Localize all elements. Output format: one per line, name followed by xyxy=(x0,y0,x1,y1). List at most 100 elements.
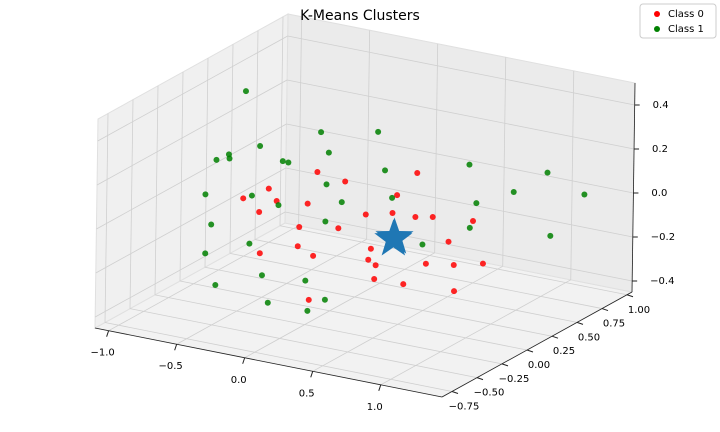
y-tick-label: 0.00 xyxy=(528,360,550,371)
point xyxy=(240,195,247,202)
point xyxy=(256,250,263,257)
point xyxy=(248,192,255,199)
z-tick-label: 0.2 xyxy=(652,144,668,155)
point xyxy=(412,214,419,221)
point xyxy=(581,191,588,198)
point xyxy=(257,143,264,150)
point xyxy=(342,178,349,185)
point xyxy=(419,241,426,248)
grid-line xyxy=(286,79,635,150)
legend-label: Class 1 xyxy=(668,24,704,35)
x-tick xyxy=(378,384,382,391)
point xyxy=(202,191,209,198)
z-tick-label: −0.2 xyxy=(651,232,675,243)
point xyxy=(371,276,378,283)
point xyxy=(547,232,554,239)
grid-line xyxy=(570,70,575,280)
point xyxy=(389,194,396,201)
point xyxy=(510,188,517,195)
x-tick xyxy=(310,371,314,378)
grid-line xyxy=(95,167,286,274)
grid-line xyxy=(179,280,528,351)
point xyxy=(310,252,317,259)
point xyxy=(382,167,389,174)
point xyxy=(362,211,369,218)
grid-line xyxy=(380,279,571,386)
grid-line xyxy=(298,16,303,226)
point xyxy=(296,224,303,231)
legend: Class 0 Class 1 xyxy=(639,3,717,39)
point xyxy=(325,149,332,156)
x-tick-label: 0.5 xyxy=(299,388,315,399)
point xyxy=(213,156,220,163)
y-tick xyxy=(576,321,584,325)
y-tick xyxy=(626,294,634,298)
y-tick xyxy=(501,363,509,367)
y-tick xyxy=(451,390,459,394)
point xyxy=(450,262,457,269)
y-axis-line xyxy=(441,291,633,398)
y-tick xyxy=(551,335,559,339)
point xyxy=(285,159,292,166)
point xyxy=(389,209,396,216)
grid-line xyxy=(176,238,367,345)
grid-line xyxy=(94,211,286,318)
point xyxy=(226,155,233,162)
legend-marker xyxy=(654,26,660,32)
y-tick-label: 1.00 xyxy=(628,305,650,316)
point xyxy=(544,169,551,176)
grid-line xyxy=(129,308,478,379)
point xyxy=(414,170,421,177)
z-tick-label: 0.0 xyxy=(651,188,667,199)
grid-line xyxy=(502,57,507,267)
point xyxy=(372,262,379,269)
z-axis-line xyxy=(631,82,636,293)
point xyxy=(208,221,215,228)
marks xyxy=(202,88,588,314)
y-tick-label: −0.75 xyxy=(449,401,480,412)
point xyxy=(338,199,345,206)
grid xyxy=(94,16,635,392)
point xyxy=(202,250,209,257)
grid-line xyxy=(104,322,453,392)
point xyxy=(264,299,271,306)
point xyxy=(473,200,480,207)
y-tick-label: 0.75 xyxy=(603,319,625,330)
point xyxy=(445,238,452,245)
x-tick-label: −0.5 xyxy=(158,361,182,372)
x-tick xyxy=(174,344,178,351)
point xyxy=(258,272,265,279)
left-pane xyxy=(94,13,289,329)
grid-line xyxy=(279,16,284,226)
point xyxy=(451,288,458,295)
grid-line xyxy=(254,239,603,309)
x-tick-label: 0.0 xyxy=(231,375,247,386)
grid-line xyxy=(154,85,159,295)
grid-line xyxy=(229,44,234,254)
x-tick xyxy=(106,330,110,337)
grid-line xyxy=(244,252,435,359)
z-tick-label: 0.4 xyxy=(653,100,669,111)
point xyxy=(302,277,309,284)
grid-line xyxy=(129,99,134,309)
grid-line xyxy=(97,35,288,142)
y-tick-label: −0.25 xyxy=(499,374,530,385)
x-tick-label: 1.0 xyxy=(367,402,383,413)
point xyxy=(375,128,382,135)
legend-marker xyxy=(654,11,660,17)
point xyxy=(466,224,473,231)
chart-title: K-Means Clusters xyxy=(300,8,420,24)
grid-line xyxy=(229,253,578,323)
point xyxy=(314,168,321,175)
point xyxy=(323,181,330,188)
point xyxy=(242,88,249,95)
point xyxy=(470,217,477,224)
grid-line xyxy=(204,266,553,337)
z-tick-label: −0.4 xyxy=(650,276,674,287)
point xyxy=(321,296,328,303)
point xyxy=(365,256,372,263)
point xyxy=(400,281,407,288)
point xyxy=(429,213,436,220)
grid-line xyxy=(287,35,635,106)
